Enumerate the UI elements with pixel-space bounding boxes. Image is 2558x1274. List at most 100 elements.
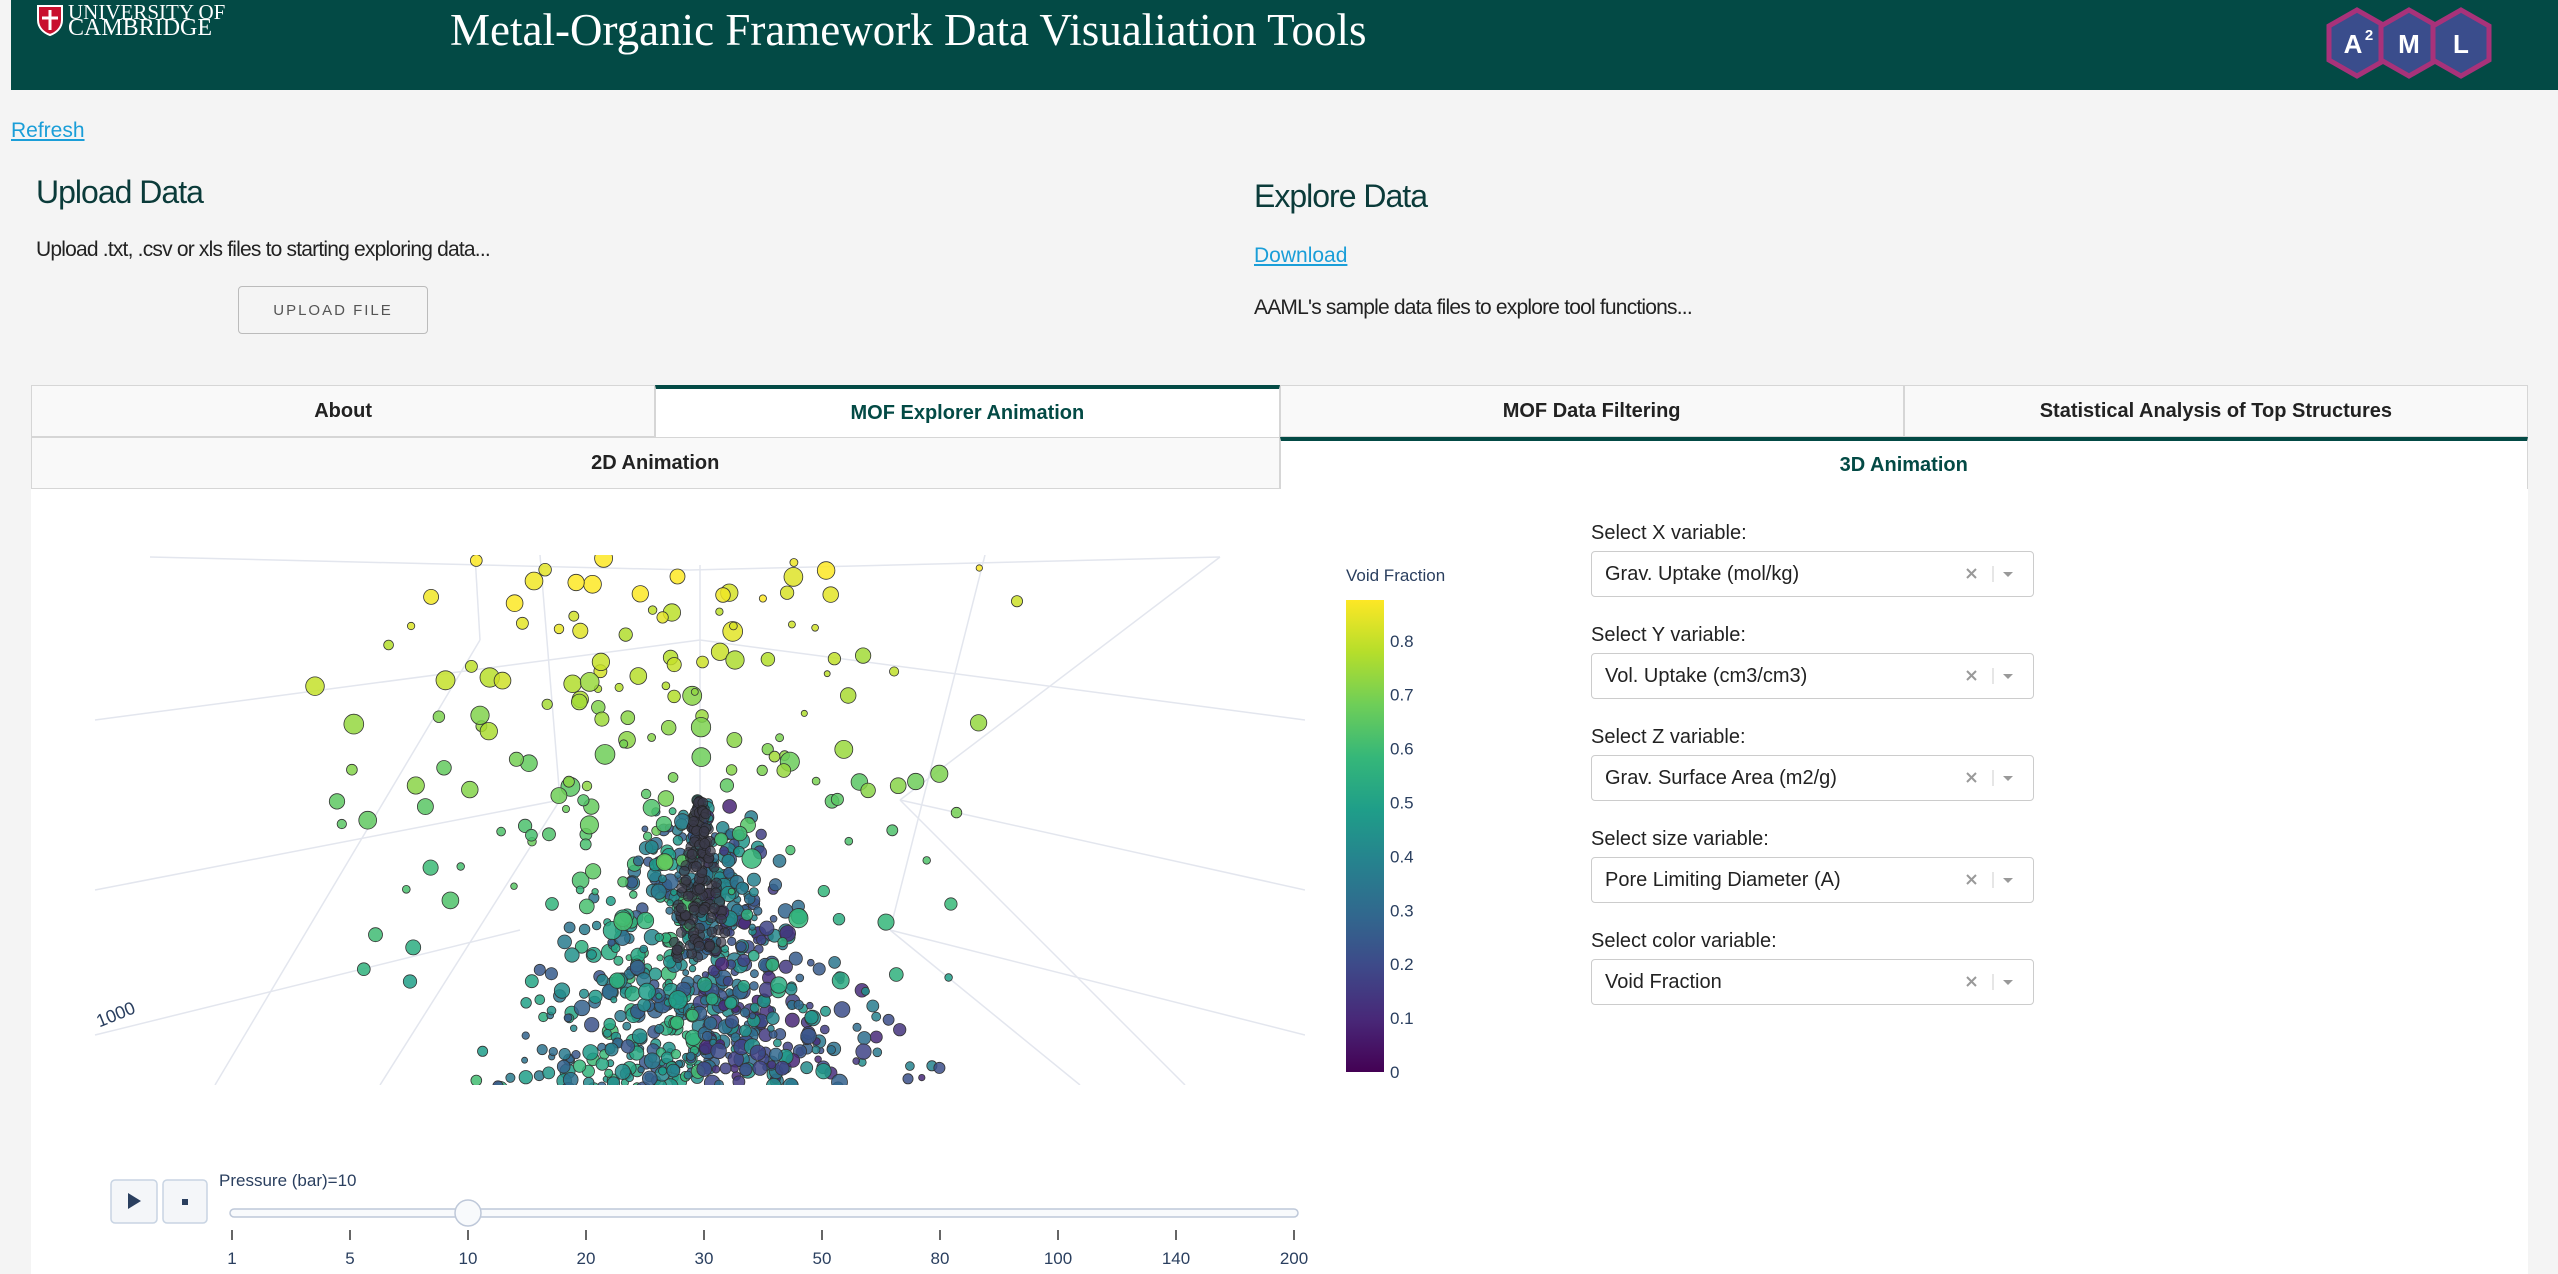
point (505, 1072, 516, 1083)
point (563, 921, 576, 934)
subtab[interactable]: 2D Animation (31, 437, 1280, 489)
point (542, 827, 556, 842)
dropdown[interactable]: Pore Limiting Diameter (A) (1591, 857, 2034, 903)
tab[interactable]: Statistical Analysis of Top Structures (1903, 385, 2528, 437)
colorbar-tick-label: 0.4 (1390, 847, 1414, 866)
point (747, 949, 760, 962)
dropdown[interactable]: Vol. Uptake (cm3/cm3) (1591, 653, 2034, 699)
dropdown-icons (1966, 566, 2013, 582)
point (578, 923, 591, 936)
point (562, 805, 571, 814)
point (696, 976, 713, 993)
point (657, 790, 675, 807)
point (737, 953, 751, 967)
point (383, 639, 394, 651)
point (548, 1047, 558, 1057)
point (688, 964, 697, 973)
a2ml-logo: A 2 M L (2326, 7, 2492, 79)
point (642, 798, 661, 817)
point (614, 682, 624, 692)
point (658, 874, 667, 884)
slider-handle[interactable] (454, 1199, 482, 1227)
point (591, 652, 611, 672)
point (441, 891, 460, 910)
point (889, 666, 900, 677)
download-link[interactable]: Download (1254, 244, 1348, 267)
point (629, 890, 638, 899)
point (624, 985, 641, 1002)
point (575, 885, 585, 895)
point (694, 883, 706, 895)
slider-tick-label: 30 (695, 1249, 714, 1268)
point (698, 904, 709, 916)
header: UNIVERSITY OF CAMBRIDGE Metal-Organic Fr… (11, 0, 2558, 90)
point (583, 574, 602, 594)
point (788, 951, 803, 966)
point (595, 1057, 610, 1071)
point (699, 838, 711, 849)
dropdown[interactable]: Void Fraction (1591, 959, 2034, 1005)
stop-button[interactable] (162, 1179, 208, 1224)
point (852, 1022, 862, 1032)
dropdown-icons (1966, 974, 2013, 990)
point (618, 627, 633, 642)
point (669, 568, 686, 585)
point (680, 874, 692, 886)
point (573, 999, 591, 1017)
point (640, 788, 652, 800)
point (572, 1059, 587, 1073)
point (804, 1010, 819, 1025)
colorbar-tick-label: 0.6 (1390, 740, 1414, 759)
colorbar-tick-label: 0.3 (1390, 901, 1414, 920)
dropdown[interactable]: Grav. Surface Area (m2/g) (1591, 755, 2034, 801)
point (811, 623, 819, 632)
colorbar-tick-label: 0.2 (1390, 955, 1414, 974)
crest (37, 5, 63, 36)
point (682, 969, 690, 977)
point (574, 939, 589, 954)
point (749, 981, 759, 991)
point (811, 776, 821, 786)
play-button[interactable] (110, 1179, 158, 1224)
point (834, 740, 854, 759)
colorbar (1346, 600, 1384, 1072)
tab[interactable]: MOF Explorer Animation (655, 385, 1280, 437)
point (715, 957, 730, 972)
slider-label: Pressure (bar)=10 (219, 1171, 356, 1190)
point (769, 878, 783, 892)
point (788, 908, 809, 929)
point (346, 763, 358, 776)
point (546, 1005, 557, 1016)
upload-text: Upload .txt, .csv or xls files to starti… (36, 238, 491, 261)
point (779, 585, 795, 600)
subtab[interactable]: 3D Animation (1279, 437, 2528, 489)
control-label: Select color variable: (1591, 930, 1777, 952)
point (533, 963, 546, 976)
point (735, 881, 749, 895)
point (356, 962, 371, 976)
point (641, 825, 649, 833)
point (753, 906, 763, 916)
dropdown-value: Grav. Uptake (mol/kg) (1605, 562, 1800, 585)
point (479, 722, 498, 741)
point (686, 848, 698, 860)
upload-button[interactable]: UPLOAD FILE (238, 286, 428, 334)
tab[interactable]: MOF Data Filtering (1279, 385, 1904, 437)
point (907, 772, 925, 791)
point (538, 563, 552, 577)
dropdown-icons (1966, 770, 2013, 786)
dropdown[interactable]: Grav. Uptake (mol/kg) (1591, 551, 2034, 597)
point (688, 816, 699, 827)
tab[interactable]: About (31, 385, 656, 437)
point (705, 992, 719, 1006)
point (305, 676, 325, 696)
point (822, 586, 839, 603)
point (619, 739, 629, 749)
point (833, 1001, 851, 1018)
point (775, 733, 784, 743)
refresh-link[interactable]: Refresh (11, 119, 85, 142)
point (714, 1079, 724, 1085)
colorbar-tick-label: 0.8 (1390, 632, 1414, 651)
point (581, 780, 593, 792)
point (944, 897, 958, 911)
